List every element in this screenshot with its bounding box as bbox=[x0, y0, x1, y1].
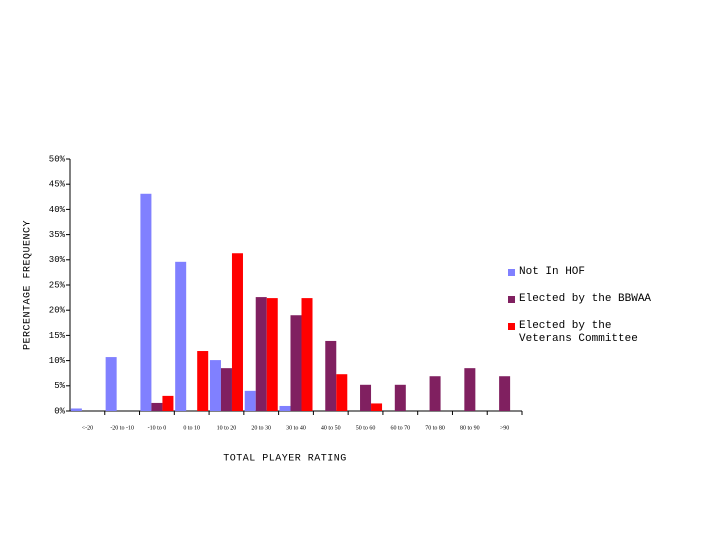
bar bbox=[394, 384, 406, 411]
x-tick-label: 0 to 10 bbox=[183, 425, 200, 431]
legend-swatch bbox=[508, 323, 515, 330]
bar bbox=[220, 368, 232, 411]
bar bbox=[151, 402, 163, 411]
y-tick-label: 50% bbox=[49, 154, 66, 164]
y-tick-label: 0% bbox=[54, 406, 65, 416]
legend-item: Elected by the Veterans Committee bbox=[508, 320, 678, 346]
legend-item: Elected by the BBWAA bbox=[508, 293, 678, 306]
bar bbox=[499, 376, 511, 411]
bar bbox=[255, 297, 267, 411]
y-tick-label: 15% bbox=[49, 331, 66, 341]
bar bbox=[244, 390, 256, 411]
x-tick-label: 40 to 50 bbox=[321, 425, 341, 431]
x-tick-label: 60 to 70 bbox=[390, 425, 410, 431]
bar bbox=[70, 408, 82, 411]
y-tick-label: 40% bbox=[49, 205, 66, 215]
bar bbox=[371, 403, 383, 411]
x-axis-title: TOTAL PLAYER RATING bbox=[223, 454, 347, 465]
legend-label: Not In HOF bbox=[519, 266, 586, 278]
legend-swatch bbox=[508, 269, 515, 276]
bar bbox=[360, 384, 372, 411]
y-tick-label: 5% bbox=[54, 381, 65, 391]
bar bbox=[162, 395, 174, 411]
bar bbox=[429, 376, 441, 411]
bar bbox=[209, 360, 221, 411]
bar bbox=[266, 298, 278, 411]
bar bbox=[140, 193, 152, 411]
bar bbox=[301, 298, 313, 411]
y-tick-label: 25% bbox=[49, 280, 66, 290]
x-tick-label: <-20 bbox=[82, 425, 93, 431]
bar bbox=[464, 368, 476, 411]
x-tick-label: 70 to 80 bbox=[425, 425, 445, 431]
bar bbox=[105, 357, 117, 411]
bar bbox=[279, 405, 291, 411]
bar bbox=[175, 261, 187, 411]
y-axis-title: PERCENTAGE FREQUENCY bbox=[23, 220, 34, 350]
y-tick-label: 45% bbox=[49, 180, 66, 190]
y-tick-label: 20% bbox=[49, 306, 66, 316]
legend: Not In HOF Elected by the BBWAA Elected by… bbox=[508, 266, 678, 360]
legend-item: Not In HOF bbox=[508, 266, 678, 279]
x-tick-label: 30 to 40 bbox=[286, 425, 306, 431]
x-tick-label: 80 to 90 bbox=[460, 425, 480, 431]
x-tick-label: -20 to -10 bbox=[110, 425, 134, 431]
bar bbox=[197, 351, 209, 411]
y-tick-label: 35% bbox=[49, 230, 66, 240]
bar bbox=[231, 253, 243, 411]
x-tick-label: >90 bbox=[500, 425, 509, 431]
bar bbox=[290, 315, 302, 411]
x-tick-label: -10 to 0 bbox=[148, 425, 167, 431]
y-tick-label: 30% bbox=[49, 255, 66, 265]
legend-label: Elected by the Veterans Committee bbox=[519, 320, 638, 345]
y-tick-label: 10% bbox=[49, 356, 66, 366]
legend-swatch bbox=[508, 296, 515, 303]
bar bbox=[325, 340, 337, 411]
x-tick-label: 10 to 20 bbox=[217, 425, 237, 431]
bar bbox=[336, 374, 348, 411]
x-tick-label: 20 to 30 bbox=[251, 425, 271, 431]
x-tick-label: 50 to 60 bbox=[356, 425, 376, 431]
legend-label: Elected by the BBWAA bbox=[519, 293, 652, 305]
